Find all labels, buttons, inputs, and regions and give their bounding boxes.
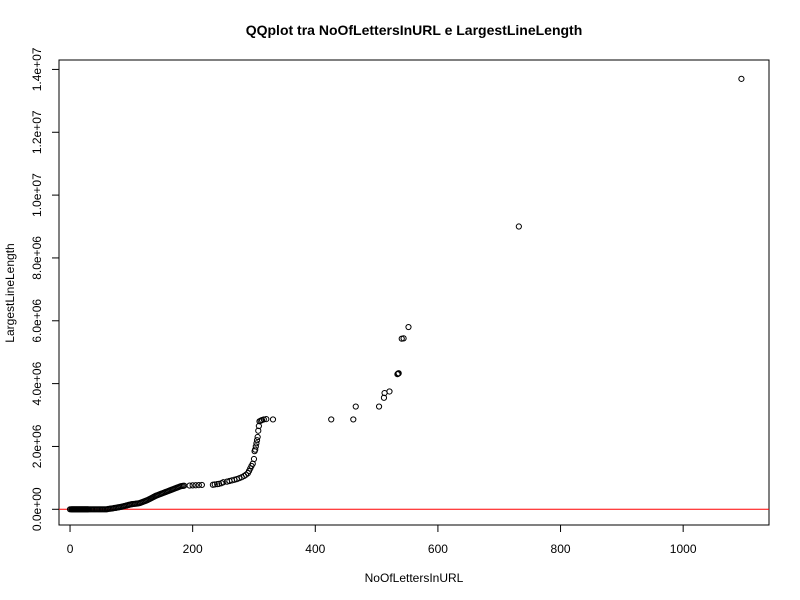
data-point xyxy=(242,471,250,478)
x-tick-label: 1000 xyxy=(670,542,697,556)
data-point xyxy=(352,403,359,410)
data-point xyxy=(195,481,202,489)
data-point xyxy=(405,323,412,331)
data-point xyxy=(198,481,205,489)
data-point xyxy=(738,75,745,82)
y-tick-label: 6.0e+06 xyxy=(30,299,44,343)
data-point xyxy=(186,482,193,489)
data-point xyxy=(211,481,218,488)
data-point xyxy=(400,335,407,342)
data-point xyxy=(189,482,196,489)
data-point xyxy=(220,479,227,486)
y-tick-label: 1.4e+07 xyxy=(30,47,44,91)
data-point xyxy=(269,416,277,423)
plot-frame xyxy=(58,59,770,526)
chart-title: QQplot tra NoOfLettersInURL e LargestLin… xyxy=(246,22,583,38)
data-point xyxy=(260,416,267,423)
y-tick-label: 8.0e+06 xyxy=(30,236,44,280)
y-tick-label: 0.0e+00 xyxy=(30,487,44,531)
data-point xyxy=(350,416,357,423)
data-point xyxy=(394,371,401,378)
x-tick-label: 200 xyxy=(183,542,203,556)
x-tick-label: 800 xyxy=(551,542,571,556)
data-point xyxy=(254,433,261,441)
data-point xyxy=(395,370,402,377)
x-tick-label: 400 xyxy=(305,542,325,556)
data-point xyxy=(328,416,335,423)
x-tick-label: 0 xyxy=(67,542,74,556)
x-axis-label: NoOfLettersInURL xyxy=(365,571,464,585)
data-point xyxy=(375,403,383,410)
data-point xyxy=(253,440,260,447)
data-point xyxy=(250,455,258,463)
x-axis: 0 200 400 600 800 1000 xyxy=(67,524,697,556)
y-axis: 0.0e+00 2.0e+06 4.0e+06 6.0e+06 8.0e+06 1.0e+… xyxy=(30,47,60,531)
data-point xyxy=(252,443,259,450)
y-tick-label: 1.2e+07 xyxy=(30,110,44,154)
data-point xyxy=(253,437,261,444)
y-tick-label: 1.0e+07 xyxy=(30,173,44,217)
data-point xyxy=(192,482,199,489)
y-axis-label: LargestLineLength xyxy=(3,243,17,342)
data-point xyxy=(252,446,259,453)
data-point xyxy=(386,388,393,395)
data-points xyxy=(66,75,745,513)
y-tick-label: 2.0e+06 xyxy=(30,424,44,468)
y-tick-label: 4.0e+06 xyxy=(30,361,44,405)
data-point xyxy=(515,223,522,230)
data-point xyxy=(263,416,270,423)
x-tick-label: 600 xyxy=(428,542,448,556)
